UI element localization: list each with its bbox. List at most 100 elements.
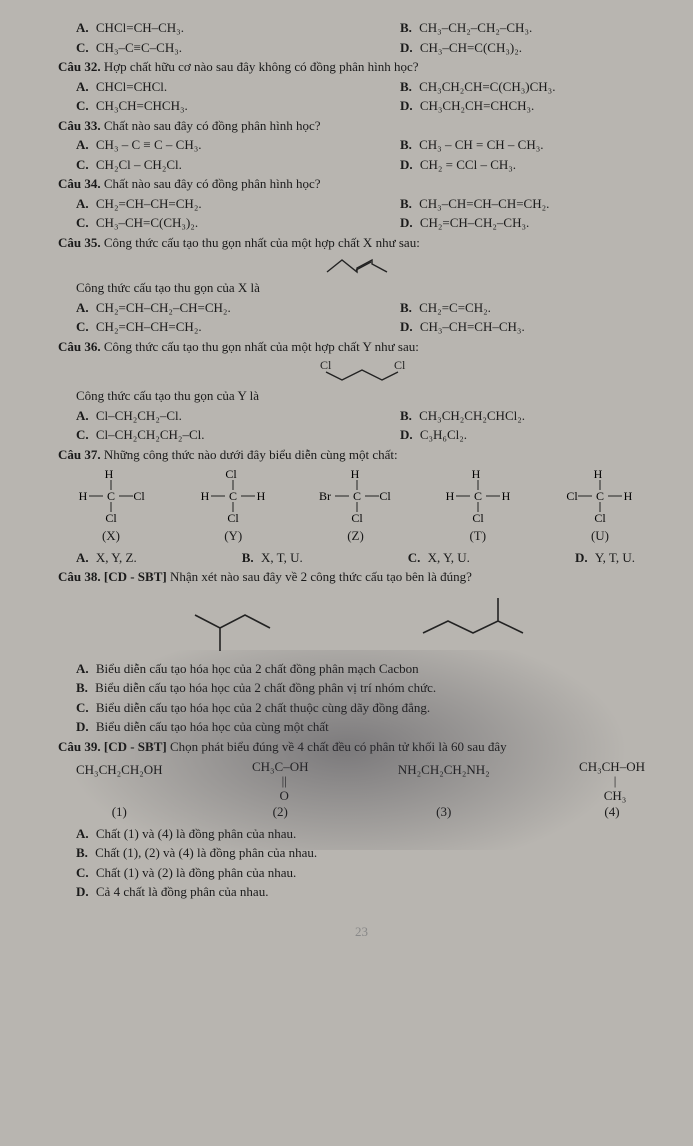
svg-text:H: H <box>79 489 88 503</box>
q35-C: CH₂=CH–CH=CH₂. <box>96 319 202 334</box>
q36-sub: Công thức cấu tạo thu gọn của Y là <box>58 386 665 406</box>
svg-text:H: H <box>257 489 266 503</box>
q31-B: B. CH₃–CH₂–CH₂–CH₃. <box>400 18 665 38</box>
q33-title: Câu 33. <box>58 118 101 133</box>
q39-n4: (4) <box>604 802 619 822</box>
q37-label-U: (U) <box>591 526 609 546</box>
q31-A-text: CHCl=CH–CH₃. <box>96 20 184 35</box>
q37-struct-T: H H C H Cl (T) <box>433 468 523 546</box>
q31-C-text: CH₃–C≡C–CH₃. <box>96 40 182 55</box>
svg-text:C: C <box>596 489 604 503</box>
q35-sub: Công thức cấu tạo thu gọn của X là <box>58 278 665 298</box>
q36-cl-left: Cl <box>320 358 332 372</box>
svg-text:H: H <box>624 489 633 503</box>
q37-options: A. X, Y, Z. B. X, T, U. C. X, Y, U. D. Y… <box>58 548 665 568</box>
q32-B: CH₃CH₂CH=C(CH₃)CH₃. <box>419 79 555 94</box>
svg-text:H: H <box>201 489 210 503</box>
q31-row-2: C. CH₃–C≡C–CH₃. D. CH₃–CH=C(CH₃)₂. <box>58 38 665 58</box>
q37-A: X, Y, Z. <box>96 550 137 565</box>
q36-C: Cl–CH₂CH₂CH₂–Cl. <box>96 427 205 442</box>
q31-D: D. CH₃–CH=C(CH₃)₂. <box>400 38 665 58</box>
q35-row-1: A. CH₂=CH–CH₂–CH=CH₂. B. CH₂=C=CH₂. <box>58 298 665 318</box>
q33: Câu 33. Chất nào sau đây có đồng phân hì… <box>58 116 665 136</box>
svg-text:Cl: Cl <box>472 511 484 524</box>
q39-f2: CH₃C–OH || O (2) <box>252 760 309 822</box>
q31-A: A. CHCl=CH–CH₃. <box>76 18 400 38</box>
q37-label-Y: (Y) <box>224 526 242 546</box>
svg-text:C: C <box>474 489 482 503</box>
q32-row-1: A. CHCl=CHCl. B. CH₃CH₂CH=C(CH₃)CH₃. <box>58 77 665 97</box>
q36-D: C₃H₆Cl₂. <box>420 427 467 442</box>
q38-D: D. Biểu diễn cấu tạo hóa học của cùng mộ… <box>58 717 665 737</box>
q35-title: Câu 35. <box>58 235 101 250</box>
q32-text: Hợp chất hữu cơ nào sau đây không có đồn… <box>101 59 419 74</box>
q34-text: Chất nào sau đây có đồng phân hình học? <box>101 176 321 191</box>
q39-n1: (1) <box>112 802 127 822</box>
q33-B: CH₃ – CH = CH – CH₃. <box>419 137 543 152</box>
q32-A: CHCl=CHCl. <box>96 79 167 94</box>
q39-formulas: CH₃CH₂CH₂OH (1) CH₃C–OH || O (2) NH₂CH₂C… <box>58 756 665 824</box>
q35: Câu 35. Công thức cấu tạo thu gọn nhất c… <box>58 233 665 253</box>
q36-row-1: A. Cl–CH₂CH₂–Cl. B. CH₃CH₂CH₂CHCl₂. <box>58 406 665 426</box>
q34-row-2: C. CH₃–CH=C(CH₃)₂. D. CH₂=CH–CH₂–CH₃. <box>58 213 665 233</box>
page-number: 23 <box>58 922 665 942</box>
q32-D: CH₃CH₂CH=CHCH₃. <box>420 98 534 113</box>
q37-text: Những công thức nào dưới đây biểu diễn c… <box>101 447 398 462</box>
q34-A: CH₂=CH–CH=CH₂. <box>96 196 202 211</box>
q35-A: CH₂=CH–CH₂–CH=CH₂. <box>96 300 231 315</box>
q38-struct-2-icon <box>413 593 543 653</box>
svg-text:H: H <box>501 489 510 503</box>
q37-label-T: (T) <box>469 526 486 546</box>
svg-text:H: H <box>445 489 454 503</box>
q37-struct-Z: H Br C Cl Cl (Z) <box>311 468 401 546</box>
q39-f1: CH₃CH₂CH₂OH (1) <box>76 760 163 822</box>
q32-row-2: C. CH₃CH=CHCH₃. D. CH₃CH₂CH=CHCH₃. <box>58 96 665 116</box>
q38-A: A. Biểu diễn cấu tạo hóa học của 2 chất … <box>58 659 665 679</box>
q32: Câu 32. Hợp chất hữu cơ nào sau đây khôn… <box>58 57 665 77</box>
q35-structure-icon <box>322 254 402 276</box>
q33-A: CH₃ – C ≡ C – CH₃. <box>96 137 202 152</box>
q39-A: A. Chất (1) và (4) là đồng phân của nhau… <box>58 824 665 844</box>
q37-B: X, T, U. <box>261 550 303 565</box>
q35-B: CH₂=C=CH₂. <box>419 300 491 315</box>
q36-A: Cl–CH₂CH₂–Cl. <box>96 408 182 423</box>
q31-C: C. CH₃–C≡C–CH₃. <box>76 38 400 58</box>
q39-f3: NH₂CH₂CH₂NH₂ (3) <box>398 760 490 822</box>
q36-B: CH₃CH₂CH₂CHCl₂. <box>419 408 525 423</box>
q33-D: CH₂ = CCl – CH₃. <box>420 157 516 172</box>
svg-text:C: C <box>229 489 237 503</box>
q36-cl-right: Cl <box>394 358 406 372</box>
svg-text:C: C <box>352 489 360 503</box>
q35-D: CH₃–CH=CH–CH₃. <box>420 319 525 334</box>
svg-text:Cl: Cl <box>228 511 240 524</box>
q37-struct-X: H H C Cl Cl (X) <box>66 468 156 546</box>
q34-C: CH₃–CH=C(CH₃)₂. <box>96 215 198 230</box>
svg-text:C: C <box>107 489 115 503</box>
q37: Câu 37. Những công thức nào dưới đây biể… <box>58 445 665 465</box>
q37-structures: H H C Cl Cl (X) Cl H C H Cl (Y) H <box>58 464 665 548</box>
q36-structure-icon: Cl Cl <box>302 358 422 384</box>
q37-struct-Y: Cl H C H Cl (Y) <box>188 468 278 546</box>
q36-title: Câu 36. <box>58 339 101 354</box>
q32-C: CH₃CH=CHCH₃. <box>96 98 188 113</box>
q31-B-text: CH₃–CH₂–CH₂–CH₃. <box>419 20 532 35</box>
q37-label-Z: (Z) <box>347 526 364 546</box>
svg-text:Cl: Cl <box>594 511 606 524</box>
q37-struct-U: H Cl C H Cl (U) <box>555 468 645 546</box>
svg-text:Cl: Cl <box>379 489 391 503</box>
q34-B: CH₃–CH=CH–CH=CH₂. <box>419 196 549 211</box>
svg-text:Cl: Cl <box>566 489 578 503</box>
q39-n2: (2) <box>273 802 288 822</box>
svg-text:H: H <box>594 468 603 481</box>
svg-text:Cl: Cl <box>351 511 363 524</box>
q38-B: B. Biểu diễn cấu tạo hóa học của 2 chất … <box>58 678 665 698</box>
q37-C: X, Y, U. <box>428 550 470 565</box>
q33-row-1: A. CH₃ – C ≡ C – CH₃. B. CH₃ – CH = CH –… <box>58 135 665 155</box>
q38: Câu 38. [CD - SBT] Nhận xét nào sau đây … <box>58 567 665 587</box>
q33-row-2: C. CH₂Cl – CH₂Cl. D. CH₂ = CCl – CH₃. <box>58 155 665 175</box>
q38-text: Nhận xét nào sau đây về 2 công thức cấu … <box>167 569 472 584</box>
q31-D-text: CH₃–CH=C(CH₃)₂. <box>420 40 522 55</box>
svg-text:Cl: Cl <box>133 489 145 503</box>
q39-C: C. Chất (1) và (2) là đồng phân của nhau… <box>58 863 665 883</box>
q34-row-1: A. CH₂=CH–CH=CH₂. B. CH₃–CH=CH–CH=CH₂. <box>58 194 665 214</box>
